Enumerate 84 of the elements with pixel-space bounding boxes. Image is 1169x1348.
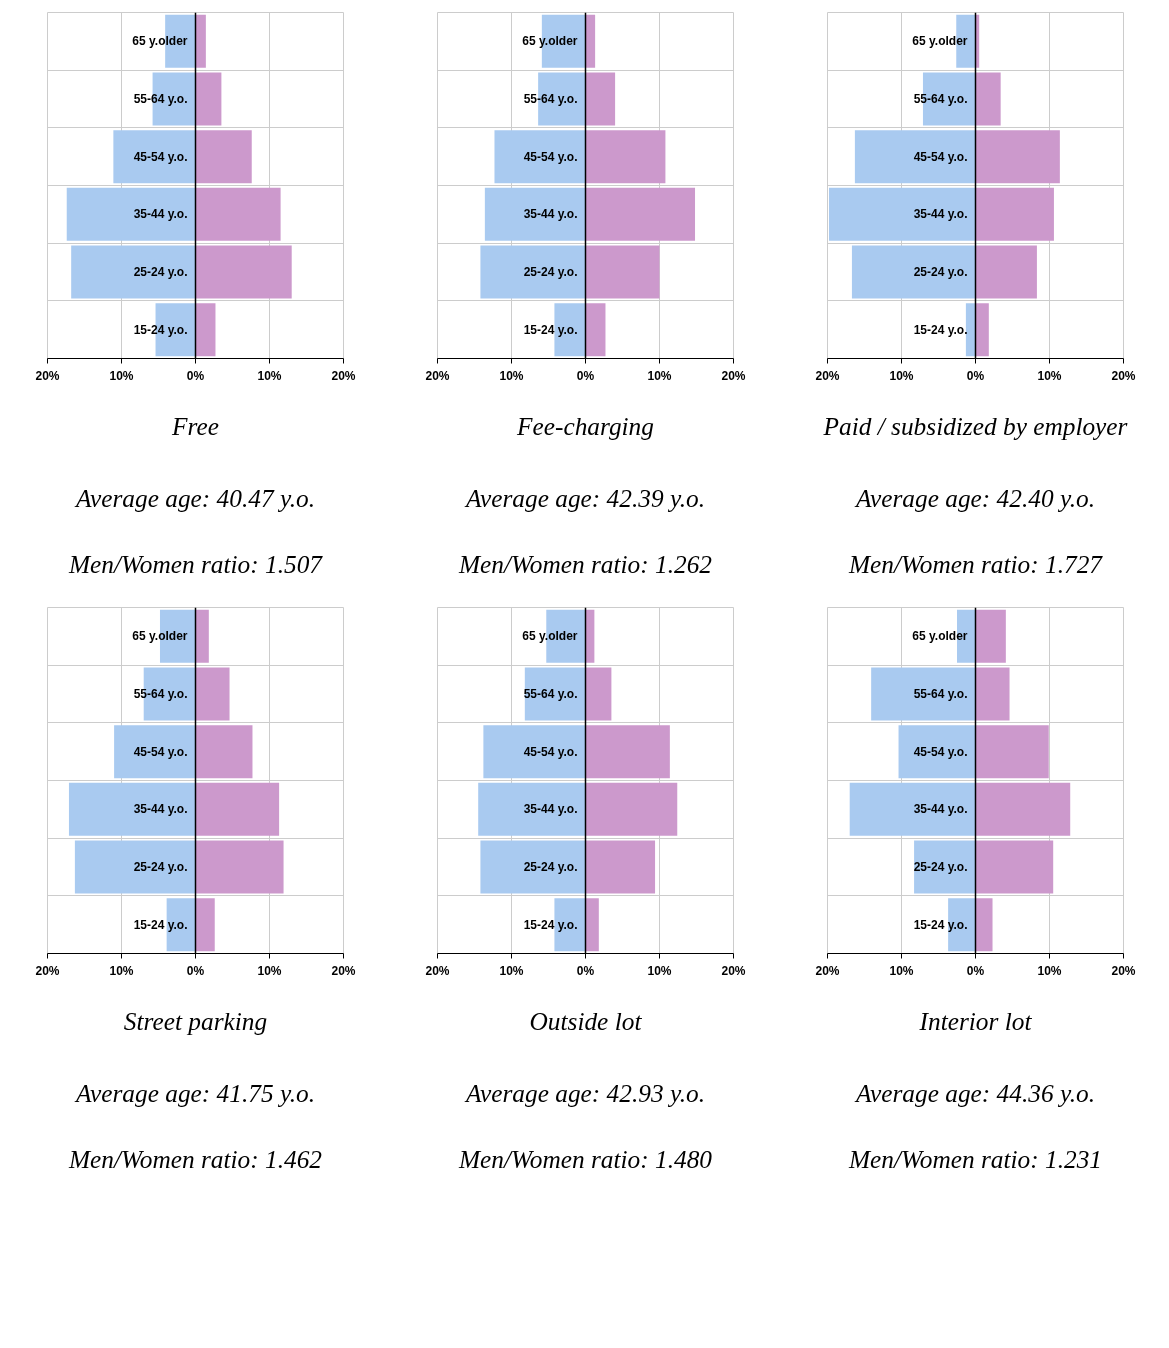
x-tick-label: 10% [1037,368,1062,383]
y-tick-label: 55-64 y.o. [133,687,188,701]
y-tick-label: 25-24 y.o. [523,860,578,874]
x-tick-label: 10% [889,368,914,383]
text: Average age: 44.36 y.o. [853,1078,1096,1107]
x-tick-label: 0% [576,368,595,383]
y-tick-label: 35-44 y.o. [133,802,188,817]
y-tick-label: 35-44 y.o. [133,207,188,222]
text: Men/Women ratio: 1.727 [847,549,1104,578]
y-tick-label: 55-64 y.o. [913,92,968,106]
y-tick-label: 45-54 y.o. [133,744,188,759]
y-tick-label: 15-24 y.o. [133,917,188,932]
text: Average age: 40.47 y.o. [73,483,316,512]
text: Men/Women ratio: 1.262 [457,549,713,578]
x-tick-label: 10% [109,963,134,978]
x-tick-label: 20% [815,368,840,383]
text: Average age: 42.93 y.o. [463,1078,706,1107]
x-tick-label: 10% [1037,963,1062,978]
x-tick-label: 10% [889,963,914,978]
y-tick-label: 55-64 y.o. [133,92,188,106]
x-tick-label: 20% [425,963,450,978]
y-tick-label: 35-44 y.o. [523,207,578,222]
y-tick-label: 15-24 y.o. [913,322,968,337]
y-tick-label: 65 y.older [132,629,188,644]
x-tick-label: 20% [815,963,840,978]
x-tick-label: 10% [109,368,134,383]
x-tick-label: 0% [966,368,985,383]
y-tick-label: 25-24 y.o. [133,860,188,874]
x-tick-label: 0% [576,963,595,978]
y-tick-label: 65 y.older [522,34,578,49]
x-tick-label: 10% [257,368,282,383]
y-tick-label: 45-54 y.o. [913,744,968,759]
y-tick-label: 65 y.older [132,34,188,49]
y-tick-label: 35-44 y.o. [523,802,578,817]
x-tick-label: 0% [186,368,205,383]
x-tick-label: 0% [966,963,985,978]
y-tick-label: 45-54 y.o. [913,149,968,164]
text: Interior lot [918,1006,1033,1035]
x-tick-label: 20% [331,368,356,383]
text: Men/Women ratio: 1.480 [457,1144,713,1173]
y-tick-label: 25-24 y.o. [913,265,968,279]
y-tick-label: 45-54 y.o. [133,149,188,164]
y-tick-label: 65 y.older [522,629,578,644]
text: Paid / subsidized by employer [822,411,1128,440]
x-tick-label: 20% [35,368,60,383]
x-tick-label: 20% [721,963,746,978]
x-tick-label: 20% [35,963,60,978]
y-tick-label: 55-64 y.o. [523,92,578,106]
y-tick-label: 15-24 y.o. [523,917,578,932]
y-tick-label: 65 y.older [912,629,968,644]
x-tick-label: 20% [425,368,450,383]
x-tick-label: 20% [331,963,356,978]
x-tick-label: 10% [647,963,672,978]
y-tick-label: 55-64 y.o. [523,687,578,701]
y-tick-label: 15-24 y.o. [913,917,968,932]
text: Free [171,411,219,440]
x-tick-label: 20% [1111,368,1136,383]
y-tick-label: 25-24 y.o. [523,265,578,279]
x-tick-label: 0% [186,963,205,978]
text: Average age: 42.39 y.o. [463,483,706,512]
x-tick-label: 10% [647,368,672,383]
text: Average age: 41.75 y.o. [73,1078,316,1107]
y-tick-label: 45-54 y.o. [523,149,578,164]
y-tick-label: 55-64 y.o. [913,687,968,701]
text: Men/Women ratio: 1.231 [847,1144,1103,1173]
x-tick-label: 10% [499,963,524,978]
x-tick-label: 20% [1111,963,1136,978]
text: Men/Women ratio: 1.507 [67,549,324,578]
y-tick-label: 25-24 y.o. [133,265,188,279]
text: Average age: 42.40 y.o. [853,483,1096,512]
text: Outside lot [529,1006,643,1035]
text: Street parking [123,1006,268,1035]
y-tick-label: 65 y.older [912,34,968,49]
y-tick-label: 25-24 y.o. [913,860,968,874]
y-tick-label: 15-24 y.o. [523,322,578,337]
text: Fee-charging [516,411,654,440]
y-tick-label: 35-44 y.o. [913,207,968,222]
y-tick-label: 45-54 y.o. [523,744,578,759]
y-tick-label: 15-24 y.o. [133,322,188,337]
x-tick-label: 10% [499,368,524,383]
y-tick-label: 35-44 y.o. [913,802,968,817]
x-tick-label: 20% [721,368,746,383]
text: Men/Women ratio: 1.462 [67,1144,323,1173]
x-tick-label: 10% [257,963,282,978]
